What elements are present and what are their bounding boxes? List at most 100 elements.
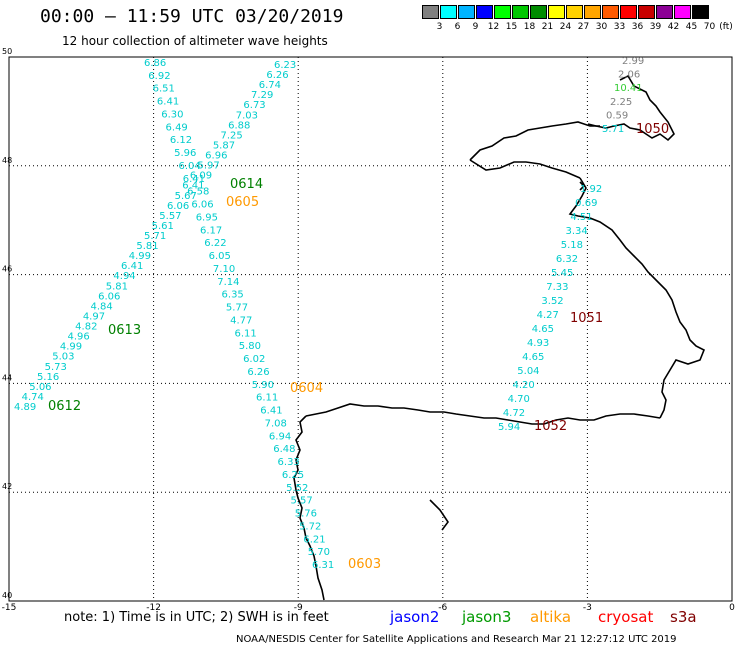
wave-height-value: 6.26 [247,367,269,378]
wave-height-value: 5.76 [295,509,317,520]
legend-swatch-27 [566,5,583,19]
track-label-1052: 1052 [534,419,567,434]
wave-height-value: 5.57 [159,211,181,222]
chart-title: 00:00 — 11:59 UTC 03/20/2019 [40,6,344,27]
wave-height-value: 7.08 [265,418,287,429]
track-label-0613: 0613 [108,323,141,338]
legend-unit: (ft) [719,22,733,32]
wave-height-value: 5.71 [602,124,624,135]
lat-tick-label: 48 [2,156,12,165]
legend-label-6: 6 [454,22,461,32]
lat-tick-label: 46 [2,265,12,274]
wave-height-value: 3.34 [566,226,588,237]
wave-height-value: 6.94 [269,431,291,442]
satellite-jason3: jason3 [462,608,512,626]
satellite-s3a: s3a [670,608,697,626]
wave-height-value: 3.52 [541,296,563,307]
wave-height-value: 5.16 [37,372,59,383]
legend-swatch-45 [674,5,691,19]
wave-height-value: 6.12 [170,135,192,146]
wave-height-value: 4.82 [75,322,97,333]
legend-swatch-9 [458,5,475,19]
wave-height-value: 6.74 [259,80,281,91]
wave-height-value: 7.14 [217,277,239,288]
wave-height-value: 6.06 [167,201,189,212]
legend-swatch-15 [494,5,511,19]
wave-height-value: 6.51 [153,84,175,95]
wave-height-value: 7.10 [213,264,235,275]
wave-height-value: 5.70 [308,547,330,558]
legend-swatch-18 [512,5,529,19]
legend-label-24: 24 [559,22,572,32]
legend-label-18: 18 [523,22,536,32]
wave-height-value: 5.73 [45,362,67,373]
legend-label-70: 70 [703,22,716,32]
satellite-jason2: jason2 [390,608,440,626]
wave-height-value: 7.25 [220,130,242,141]
wave-height-value: 5.71 [144,231,166,242]
wave-height-value: 5.81 [106,281,128,292]
wave-height-value: 5.61 [152,221,174,232]
wave-height-value: 6.48 [273,444,295,455]
wave-height-value: 6.92 [148,71,170,82]
wave-height-value: 4.99 [60,342,82,353]
wave-height-value: 4.89 [14,402,36,413]
wave-height-value: 4.27 [537,310,559,321]
wave-height-value: 4.70 [508,394,530,405]
legend-swatch-3 [422,5,439,19]
wave-height-value: 2.06 [618,70,640,81]
legend-swatch-39 [638,5,655,19]
legend-swatch-42 [656,5,673,19]
legend-swatch-6 [440,5,457,19]
wave-height-value: 4.72 [503,408,525,419]
track-label-1051: 1051 [570,311,603,326]
legend-swatch-70 [692,5,709,19]
map-frame [8,56,733,602]
wave-height-value: 6.11 [234,328,256,339]
wave-height-value: 6.73 [243,100,265,111]
wave-height-value: 2.99 [622,56,644,67]
legend-swatch-33 [602,5,619,19]
track-label-1050: 1050 [636,122,669,137]
wave-height-value: 6.17 [200,225,222,236]
wave-height-value: 5.18 [561,240,583,251]
wave-height-value: 6.21 [303,534,325,545]
legend-label-30: 30 [595,22,608,32]
wave-height-value: 5.97 [198,161,220,172]
lon-tick-label: -12 [146,603,161,613]
wave-height-value: 6.58 [187,187,209,198]
legend-swatch-36 [620,5,637,19]
legend-swatch-24 [548,5,565,19]
wave-height-value: 5.87 [213,140,235,151]
note-text: note: 1) Time is in UTC; 2) SWH is in fe… [64,610,329,625]
wave-height-value: 6.32 [556,254,578,265]
lon-tick-label: -9 [294,603,303,613]
lat-tick-label: 42 [2,482,12,491]
track-label-0603: 0603 [348,557,381,572]
wave-height-value: 6.30 [161,109,183,120]
wave-height-value: 5.57 [290,496,312,507]
wave-height-value: 7.29 [251,90,273,101]
wave-height-value: 0.69 [575,198,597,209]
wave-height-value: 5.77 [226,303,248,314]
wave-height-value: 4.20 [512,380,534,391]
wave-height-value: 5.45 [551,268,573,279]
wave-height-value: 4.93 [527,338,549,349]
wave-height-value: 4.77 [230,315,252,326]
credit-line: NOAA/NESDIS Center for Satellite Applica… [236,634,677,645]
graticule: 50 48 46 44 42 40 -15 -12 -9 -6 -3 0 [2,47,735,613]
wave-height-value: 6.11 [256,393,278,404]
track-label-0604: 0604 [290,381,323,396]
track-label-0612: 0612 [48,399,81,414]
lon-tick-label: -15 [2,603,17,613]
lon-tick-label: -3 [583,603,592,613]
wave-height-value: 6.35 [222,290,244,301]
wave-height-value: 6.04 [178,161,200,172]
legend-label-42: 42 [667,22,680,32]
wave-height-value: 5.03 [52,352,74,363]
legend-label-36: 36 [631,22,644,32]
legend-swatch-21 [530,5,547,19]
legend-label-3: 3 [436,22,443,32]
legend-label-39: 39 [649,22,662,32]
wave-height-value: 5.80 [239,341,261,352]
